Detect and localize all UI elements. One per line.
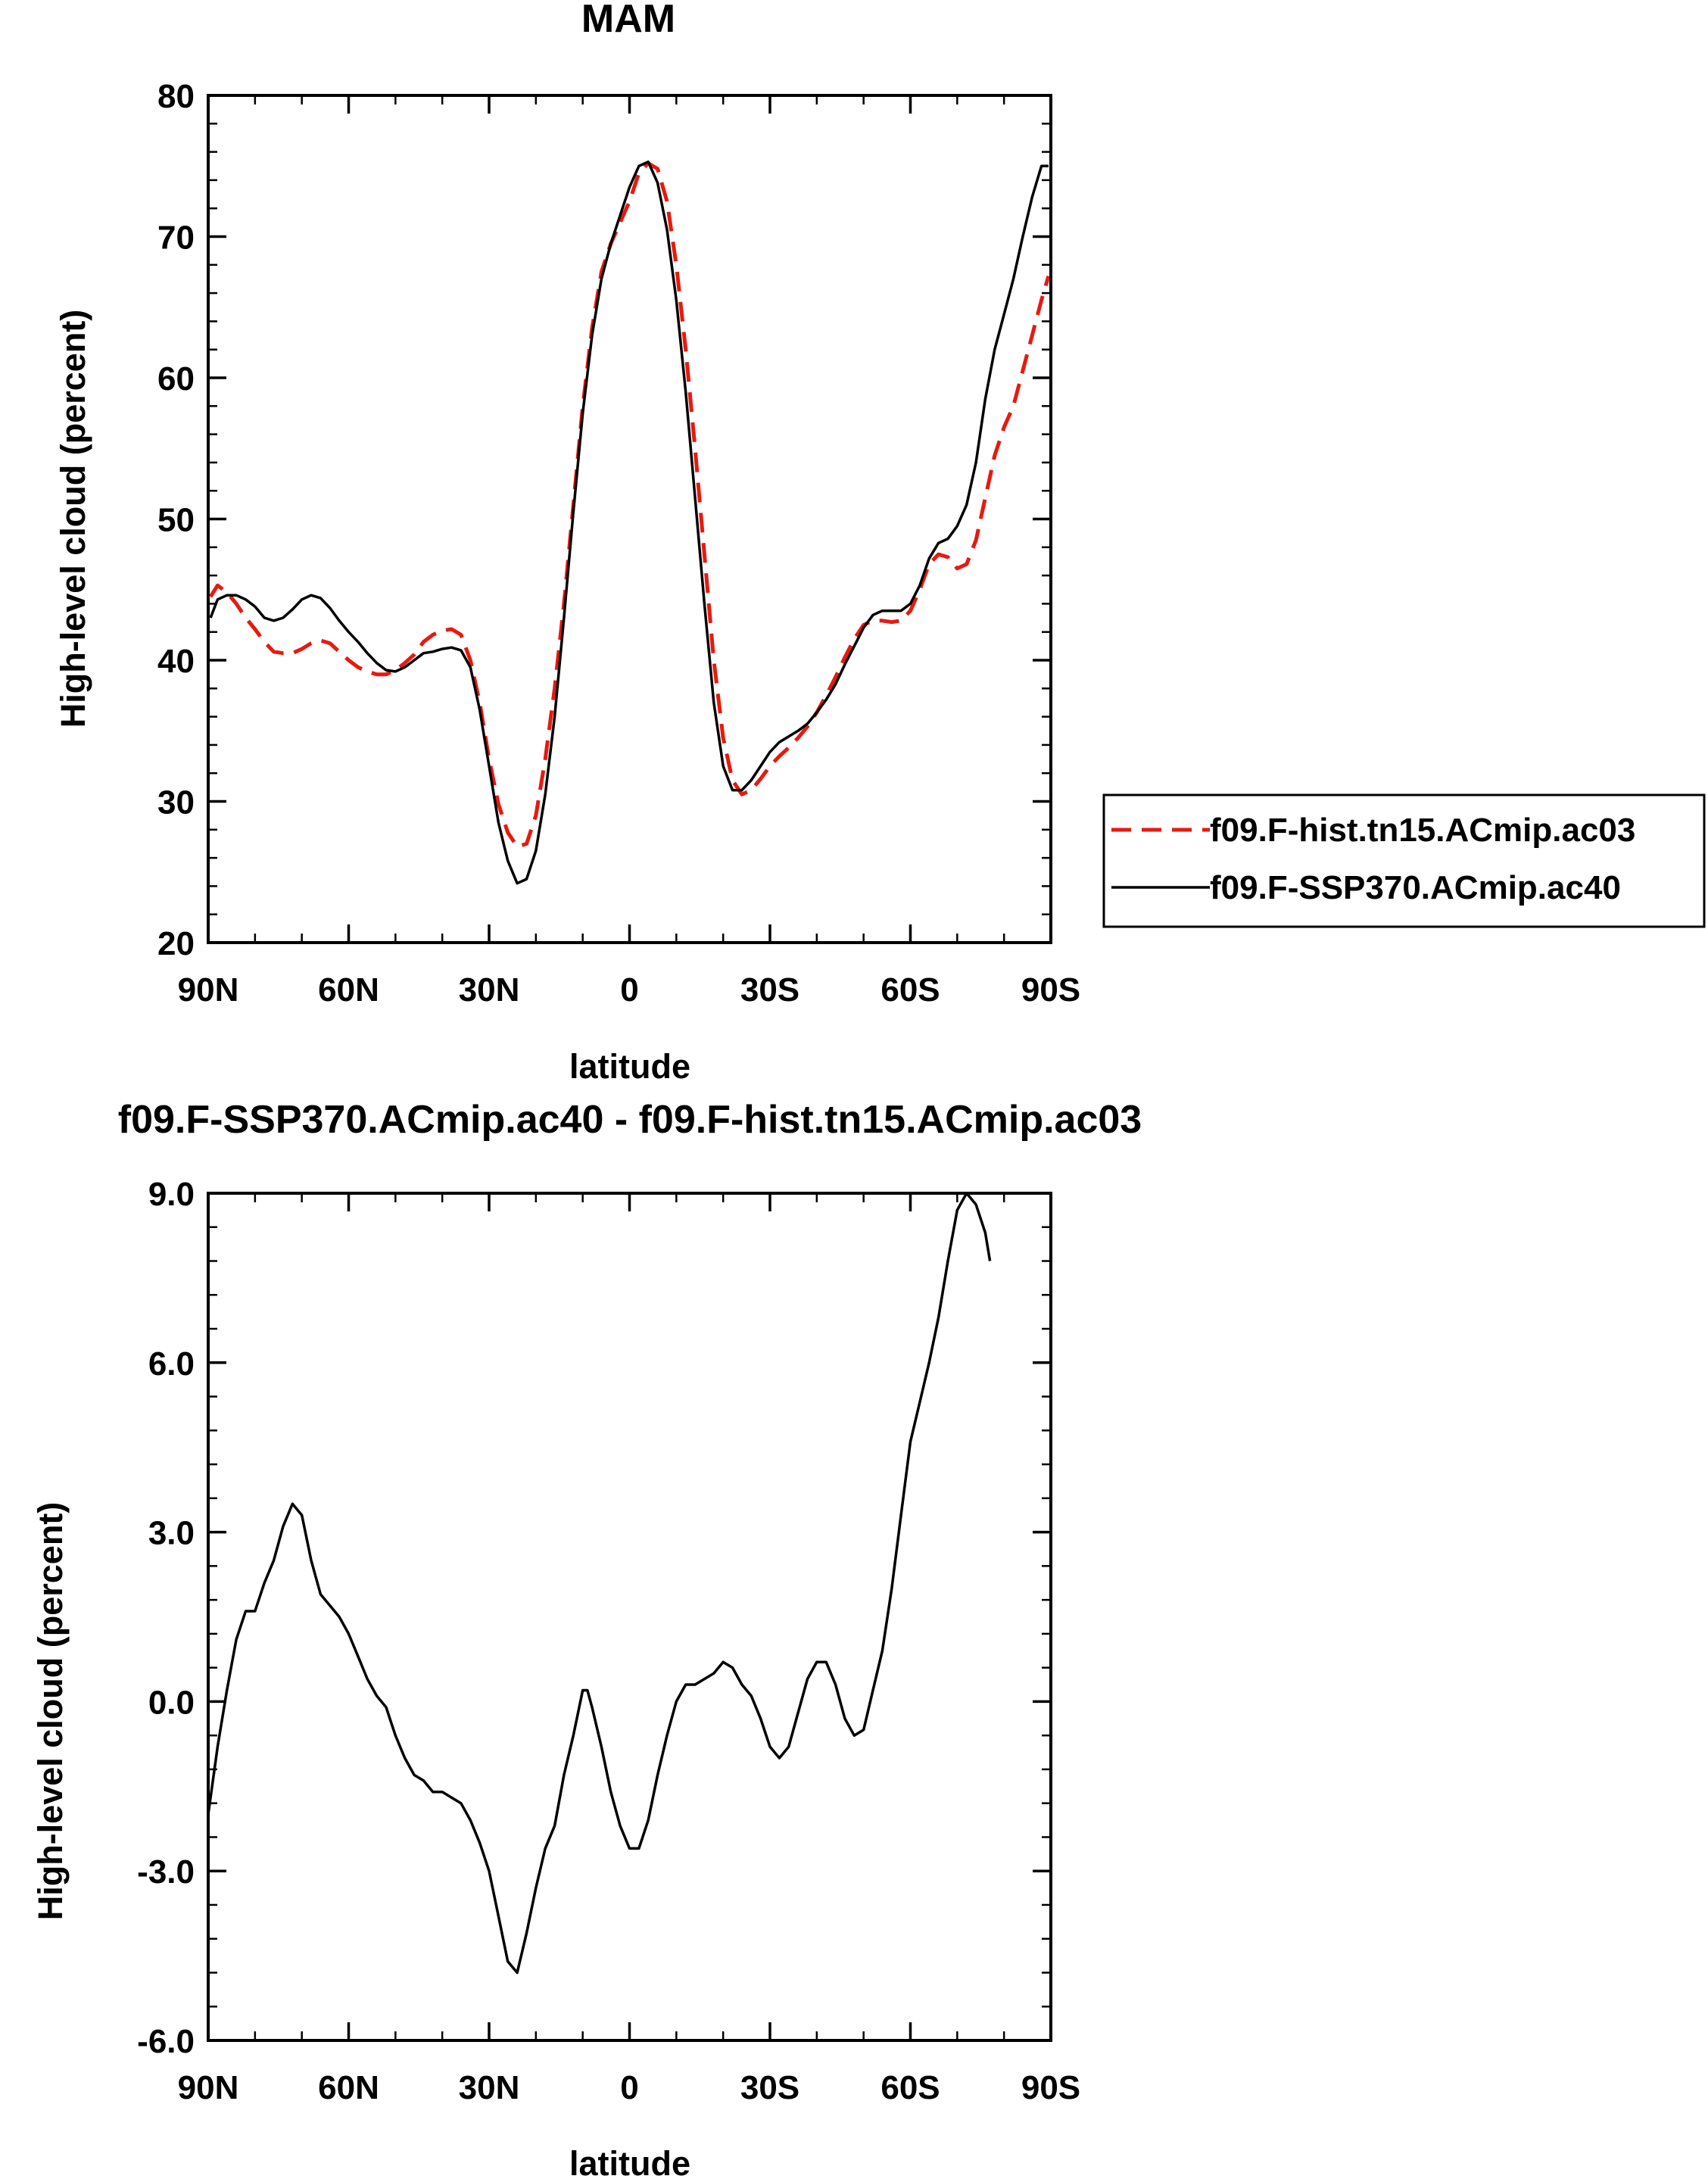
top-chart-x-tick-label: 60S	[880, 971, 940, 1008]
top-chart-x-tick-label: 0	[620, 971, 638, 1008]
bottom-chart-y-tick-label: 0.0	[148, 1684, 195, 1721]
top-chart-x-tick-label: 30S	[740, 971, 799, 1008]
top-chart-y-tick-label: 80	[157, 78, 195, 115]
top-chart-y-tick-label: 30	[157, 784, 195, 821]
bottom-chart-x-tick-label: 60S	[880, 2069, 940, 2106]
bottom-chart-difference-series-line	[207, 1192, 992, 1975]
bottom-chart-x-tick-label: 90N	[178, 2069, 239, 2106]
top-chart-y-tick-label: 60	[157, 360, 195, 397]
bottom-chart-x-tick-label: 60N	[318, 2069, 379, 2106]
bottom-chart-y-tick-label: 9.0	[148, 1176, 195, 1213]
top-chart-y-tick-label: 20	[157, 925, 195, 962]
top-chart-y-tick-label: 70	[157, 220, 195, 257]
legend-entry-ssp370: f09.F-SSP370.ACmip.ac40	[1210, 869, 1621, 906]
top-chart-x-tick-label: 90S	[1021, 971, 1080, 1008]
top-chart-x-axis-label: latitude	[569, 1047, 690, 1086]
top-chart-x-tick-label: 30N	[459, 971, 520, 1008]
bottom-chart-x-tick-label: 30S	[740, 2069, 799, 2106]
top-chart-x-tick-label: 90N	[178, 971, 239, 1008]
bottom-chart-x-tick-label: 90S	[1021, 2069, 1080, 2106]
top-chart-y-axis-label: High-level cloud (percent)	[54, 310, 92, 728]
legend-box	[1102, 793, 1706, 928]
bottom-chart-x-tick-label: 0	[620, 2069, 638, 2106]
top-chart-hist-series-line	[208, 161, 1051, 849]
top-chart: MAM High-level cloud (percent) latitude …	[54, 0, 1706, 1086]
top-chart-plot-frame	[207, 94, 1052, 944]
bottom-chart-y-tick-label: -6.0	[137, 2023, 195, 2060]
top-chart-ssp370-series-line	[209, 160, 1049, 885]
top-chart-y-tick-label: 40	[157, 643, 195, 680]
bottom-chart-y-tick-label: -3.0	[137, 1853, 195, 1891]
top-chart-y-tick-label: 50	[157, 502, 195, 539]
bottom-chart-y-tick-label: 3.0	[148, 1515, 195, 1552]
bottom-chart-x-axis-label: latitude	[569, 2144, 690, 2179]
top-chart-x-tick-label: 60N	[318, 971, 379, 1008]
bottom-chart: f09.F-SSP370.ACmip.ac40 - f09.F-hist.tn1…	[31, 1098, 1142, 2179]
legend-entry-hist: f09.F-hist.tn15.ACmip.ac03	[1210, 812, 1635, 849]
legend: f09.F-hist.tn15.ACmip.ac03 f09.F-SSP370.…	[1102, 793, 1706, 928]
bottom-chart-title: f09.F-SSP370.ACmip.ac40 - f09.F-hist.tn1…	[118, 1098, 1142, 1142]
bottom-chart-x-tick-label: 30N	[459, 2069, 520, 2106]
bottom-chart-plot-frame	[207, 1192, 1052, 2042]
bottom-chart-y-tick-label: 6.0	[148, 1345, 195, 1383]
top-chart-title: MAM	[581, 0, 675, 41]
bottom-chart-y-axis-label: High-level cloud (percent)	[31, 1502, 70, 1921]
